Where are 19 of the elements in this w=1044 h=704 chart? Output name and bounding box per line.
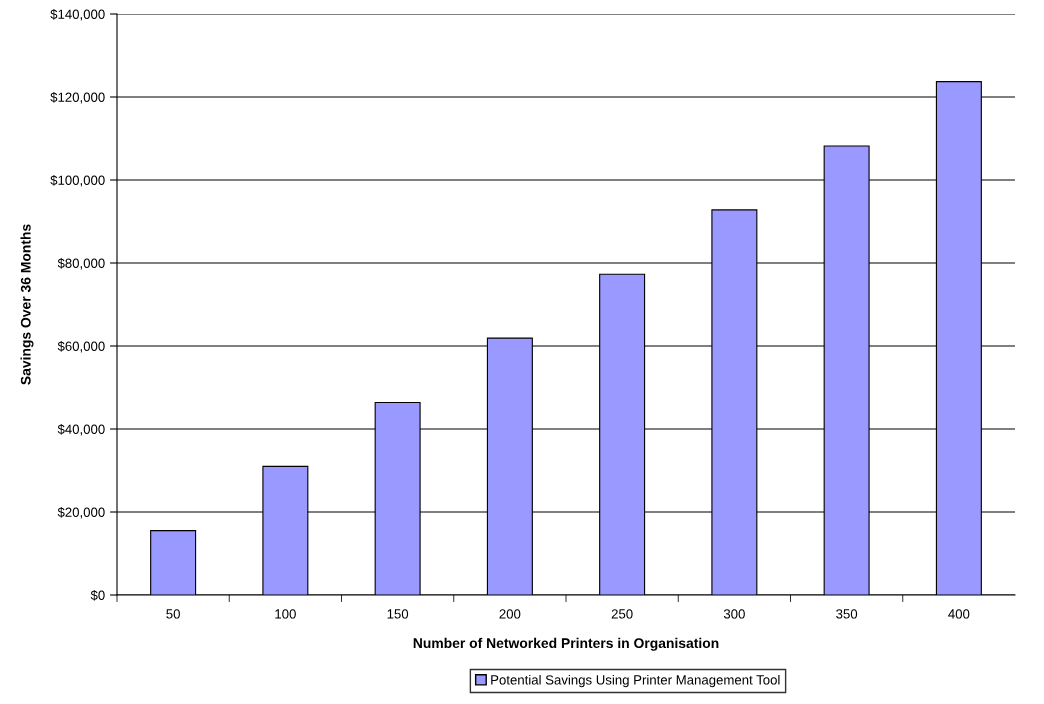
- x-tick-label: 200: [499, 609, 521, 619]
- y-tick-label: $120,000: [50, 92, 105, 104]
- x-axis-title: Number of Networked Printers in Organisation: [413, 637, 719, 651]
- x-tick-label: 100: [275, 609, 296, 619]
- y-tick-label: $0: [90, 590, 105, 601]
- y-tick-label: $140,000: [50, 9, 105, 21]
- x-tick-label: 50: [166, 609, 180, 619]
- legend-label: Potential Savings Using Printer Management Tool: [491, 674, 780, 688]
- x-tick-label: 350: [836, 609, 858, 619]
- x-tick-label: 400: [948, 609, 970, 619]
- y-tick-label: $40,000: [57, 424, 105, 436]
- x-tick-label: 150: [387, 609, 409, 619]
- x-tick-label: 300: [723, 609, 745, 619]
- y-axis-title: Savings Over 36 Months: [20, 224, 34, 385]
- y-tick-label: $80,000: [57, 258, 105, 270]
- y-tick-label: $100,000: [50, 175, 105, 187]
- y-tick-label: $60,000: [57, 341, 105, 353]
- x-tick-label: 250: [611, 609, 633, 619]
- y-tick-label: $20,000: [57, 507, 105, 519]
